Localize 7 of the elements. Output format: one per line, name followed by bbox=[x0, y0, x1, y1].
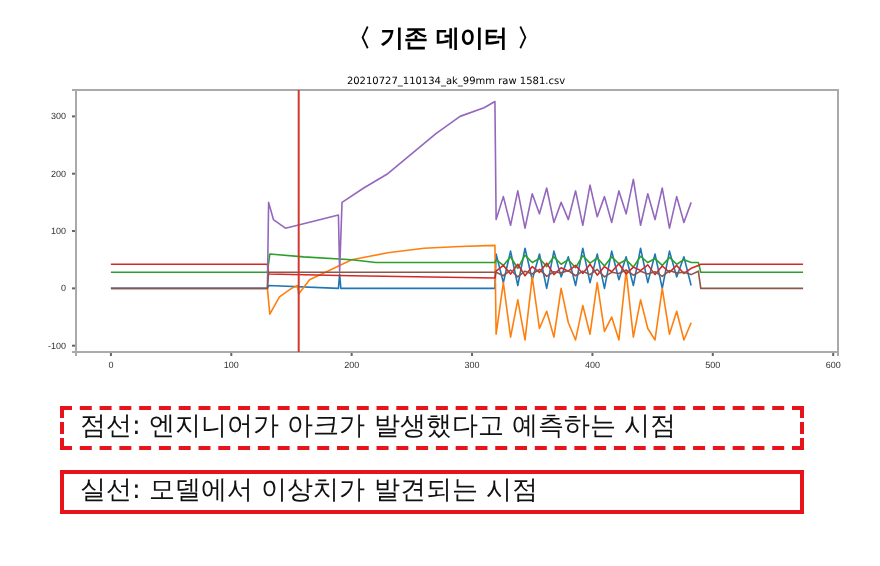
chart-title: 〈 기존 데이터 〉 bbox=[347, 24, 541, 52]
line-series bbox=[110, 268, 804, 290]
text: 실선: 모델에서 이상치가 발견되는 시점 bbox=[60, 470, 804, 514]
line-series bbox=[110, 253, 804, 274]
line-series bbox=[266, 244, 692, 341]
line-series bbox=[110, 262, 804, 279]
text: 점선: 엔지니어가 아크가 발생했다고 예측하는 시점 bbox=[60, 406, 804, 450]
